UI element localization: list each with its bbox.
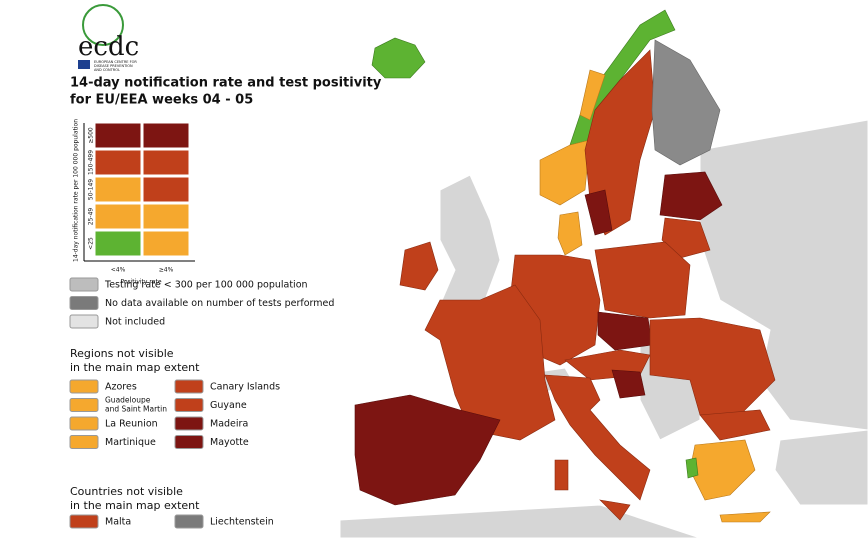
logo-subtitle: AND CONTROL bbox=[94, 68, 120, 72]
legend-swatch bbox=[174, 379, 204, 394]
matrix-cell bbox=[94, 122, 142, 149]
section-title: in the main map extent bbox=[70, 499, 200, 512]
legend-label: Azores bbox=[105, 382, 137, 393]
norway-mid bbox=[579, 69, 606, 121]
sicily bbox=[599, 499, 631, 521]
logo-text: ecdc bbox=[78, 32, 139, 62]
matrix-cell bbox=[142, 122, 190, 149]
greece-west bbox=[685, 457, 699, 479]
legend-label: Mayotte bbox=[210, 437, 249, 448]
matrix-row-label: <25 bbox=[88, 237, 95, 250]
legend-swatch bbox=[69, 296, 99, 310]
section-title: Countries not visible bbox=[70, 485, 183, 498]
sweden bbox=[584, 49, 656, 236]
eu-flag bbox=[78, 60, 90, 69]
legend-label: Malta bbox=[105, 517, 131, 528]
czechia bbox=[597, 311, 653, 351]
matrix-row-label: ≥500 bbox=[88, 127, 95, 144]
latvia-estonia bbox=[659, 171, 723, 221]
finland bbox=[651, 39, 721, 166]
greece bbox=[689, 439, 756, 501]
legend-swatch bbox=[69, 277, 99, 292]
matrix-y-label: 14-day notification rate per 100 000 pop… bbox=[73, 119, 80, 262]
matrix-cell bbox=[94, 203, 142, 230]
legend-swatch bbox=[69, 379, 99, 394]
norway-south bbox=[539, 139, 591, 206]
matrix-cell bbox=[142, 203, 190, 230]
matrix-row-label: 50-149 bbox=[88, 179, 95, 200]
legend-swatch bbox=[69, 398, 99, 412]
legend-label: Liechtenstein bbox=[210, 517, 274, 528]
title: for EU/EEA weeks 04 - 05 bbox=[70, 93, 253, 108]
united-kingdom bbox=[439, 174, 501, 306]
matrix-cell bbox=[94, 230, 142, 257]
matrix-cell bbox=[94, 176, 142, 203]
section-title: in the main map extent bbox=[70, 361, 200, 374]
non-eu-land bbox=[339, 504, 701, 538]
matrix-col-label: <4% bbox=[111, 267, 126, 274]
crete bbox=[719, 511, 771, 523]
title: 14-day notification rate and test positi… bbox=[70, 76, 382, 91]
legend-label: Martinique bbox=[105, 437, 156, 448]
matrix-col-label: ≥4% bbox=[159, 267, 174, 274]
matrix-row-label: 25-49 bbox=[88, 208, 95, 226]
poland bbox=[594, 241, 691, 319]
slovenia-croatia bbox=[611, 369, 646, 399]
france bbox=[424, 284, 556, 441]
legend-label: Madeira bbox=[210, 419, 248, 430]
sweden-south bbox=[584, 189, 613, 236]
legend-swatch bbox=[174, 435, 204, 449]
logo-globe bbox=[82, 4, 124, 46]
legend-swatch bbox=[174, 416, 204, 431]
spain-portugal bbox=[354, 394, 501, 506]
logo-subtitle: DISEASE PREVENTION bbox=[94, 64, 133, 68]
matrix-cell bbox=[142, 176, 190, 203]
matrix-cell bbox=[94, 149, 142, 176]
legend-swatch bbox=[69, 314, 99, 329]
legend-label: Not included bbox=[105, 317, 165, 328]
matrix-cell bbox=[142, 230, 190, 257]
matrix-x-label: Positivity rate bbox=[120, 279, 161, 286]
bulgaria bbox=[699, 409, 771, 441]
legend-label: Guyane bbox=[210, 400, 247, 411]
sardinia bbox=[554, 459, 569, 491]
iceland bbox=[371, 37, 426, 79]
logo-subtitle: EUROPEAN CENTRE FOR bbox=[94, 60, 137, 64]
legend-swatch bbox=[174, 514, 204, 529]
legend-label: La Reunion bbox=[105, 419, 158, 430]
legend-swatch bbox=[69, 514, 99, 529]
matrix-cell bbox=[142, 149, 190, 176]
non-eu-land bbox=[774, 429, 868, 506]
legend-label: Testing rate < 300 per 100 000 populatio… bbox=[104, 280, 308, 291]
legend-label: and Saint Martin bbox=[105, 405, 167, 414]
section-title: Regions not visible bbox=[70, 347, 174, 360]
denmark bbox=[557, 211, 583, 256]
legend-swatch bbox=[174, 398, 204, 412]
legend-label: Canary Islands bbox=[210, 382, 280, 393]
italy bbox=[544, 374, 651, 501]
matrix-row-label: 150-499 bbox=[88, 150, 95, 175]
legend-swatch bbox=[69, 435, 99, 449]
legend-label: Guadeloupe bbox=[105, 396, 151, 405]
legend-label: No data available on number of tests per… bbox=[105, 298, 334, 309]
lithuania bbox=[661, 217, 711, 259]
legend-swatch bbox=[69, 416, 99, 431]
ireland bbox=[399, 241, 439, 291]
map bbox=[339, 9, 868, 538]
